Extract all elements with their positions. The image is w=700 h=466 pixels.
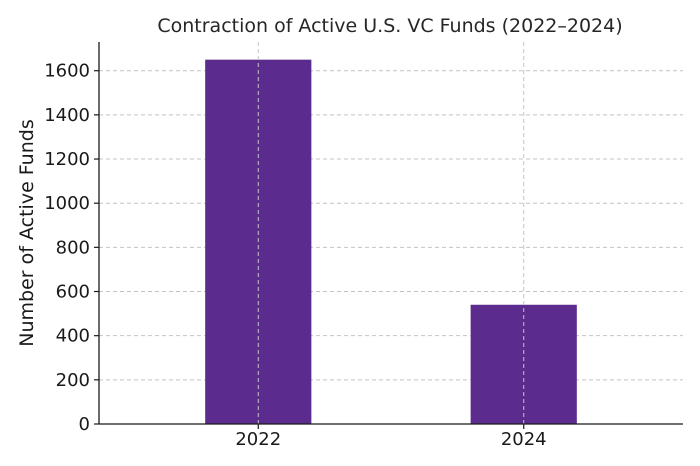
axes	[98, 42, 683, 425]
y-tick-label: 400	[56, 326, 90, 347]
chart-title: Contraction of Active U.S. VC Funds (202…	[157, 15, 622, 37]
x-tick-label: 2024	[501, 429, 547, 450]
y-tick-label: 0	[79, 414, 90, 435]
y-tick-label: 1200	[44, 149, 90, 170]
y-axis-label: Number of Active Funds	[16, 119, 38, 346]
y-grid	[99, 70, 683, 381]
y-tick-label: 200	[56, 370, 90, 391]
y-tick-label: 1000	[44, 193, 90, 214]
x-tick-label: 2022	[235, 429, 281, 450]
y-tick-label: 1600	[44, 61, 90, 82]
x-ticks: 2022 2024	[235, 424, 547, 450]
y-tick-label: 800	[56, 237, 90, 258]
x-grid	[257, 42, 525, 424]
y-tick-label: 600	[56, 282, 90, 303]
y-tick-label: 1400	[44, 105, 90, 126]
y-ticks: 0 200 400 600 800 1000 1200 1400 1600	[44, 61, 99, 435]
